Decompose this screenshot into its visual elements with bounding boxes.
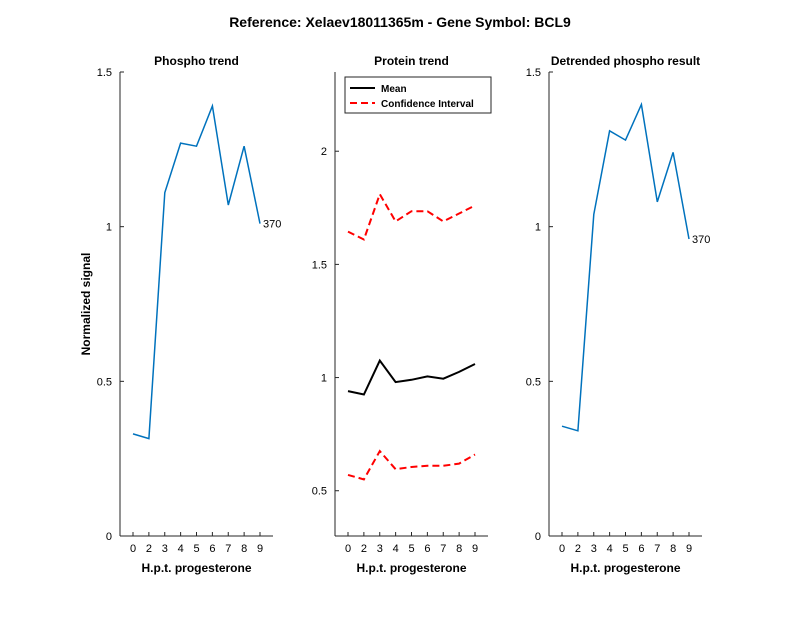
x-axis-label: H.p.t. progesterone — [570, 561, 680, 575]
x-axis-label: H.p.t. progesterone — [141, 561, 251, 575]
x-tick-label: 0 — [559, 543, 565, 555]
x-axis-label: H.p.t. progesterone — [356, 561, 466, 575]
x-tick-label: 8 — [241, 543, 247, 555]
x-tick-label: 8 — [456, 543, 462, 555]
x-tick-label: 7 — [654, 543, 660, 555]
point-annotation: 370 — [263, 219, 281, 231]
x-tick-label: 0 — [345, 543, 351, 555]
x-tick-label: 7 — [225, 543, 231, 555]
x-tick-label: 2 — [575, 543, 581, 555]
y-axis-label: Normalized signal — [79, 253, 93, 356]
x-tick-label: 4 — [178, 543, 184, 555]
x-tick-label: 6 — [209, 543, 215, 555]
x-tick-label: 3 — [162, 543, 168, 555]
ci-lower-line — [347, 449, 476, 481]
panel-title: Detrended phospho result — [551, 54, 700, 68]
x-tick-label: 4 — [607, 543, 613, 555]
y-tick-label: 0 — [106, 531, 112, 543]
x-tick-label: 4 — [393, 543, 399, 555]
x-tick-label: 6 — [638, 543, 644, 555]
y-tick-label: 1.5 — [312, 259, 327, 271]
mean-line — [347, 358, 476, 396]
legend-box — [344, 76, 492, 114]
y-tick-label: 1 — [106, 222, 112, 234]
panel-title: Protein trend — [374, 54, 449, 68]
x-tick-label: 6 — [424, 543, 430, 555]
phospho-line — [132, 103, 261, 440]
legend-mean-label: Mean — [381, 84, 407, 95]
y-tick-label: 1.5 — [97, 67, 112, 79]
x-tick-label: 0 — [130, 543, 136, 555]
x-tick-label: 7 — [440, 543, 446, 555]
y-tick-label: 1.5 — [526, 67, 541, 79]
y-tick-label: 0.5 — [312, 486, 327, 498]
y-tick-label: 2 — [321, 146, 327, 158]
y-tick-label: 0 — [535, 531, 541, 543]
point-annotation: 370 — [692, 234, 710, 246]
x-tick-label: 5 — [193, 543, 199, 555]
x-tick-label: 2 — [361, 543, 367, 555]
panel-title: Phospho trend — [154, 54, 239, 68]
x-tick-label: 5 — [408, 543, 414, 555]
figure-title: Reference: Xelaev18011365m - Gene Symbol… — [229, 14, 571, 30]
x-tick-label: 9 — [472, 543, 478, 555]
x-tick-label: 9 — [686, 543, 692, 555]
x-tick-label: 3 — [591, 543, 597, 555]
y-tick-label: 1 — [535, 222, 541, 234]
phospho-line — [561, 101, 690, 432]
y-tick-label: 0.5 — [97, 376, 112, 388]
y-tick-label: 1 — [321, 373, 327, 385]
x-tick-label: 5 — [622, 543, 628, 555]
y-tick-label: 0.5 — [526, 376, 541, 388]
ci-upper-line — [347, 191, 476, 241]
x-tick-label: 8 — [670, 543, 676, 555]
legend-ci-label: Confidence Interval — [381, 99, 474, 110]
x-tick-label: 2 — [146, 543, 152, 555]
x-tick-label: 9 — [257, 543, 263, 555]
x-tick-label: 3 — [377, 543, 383, 555]
